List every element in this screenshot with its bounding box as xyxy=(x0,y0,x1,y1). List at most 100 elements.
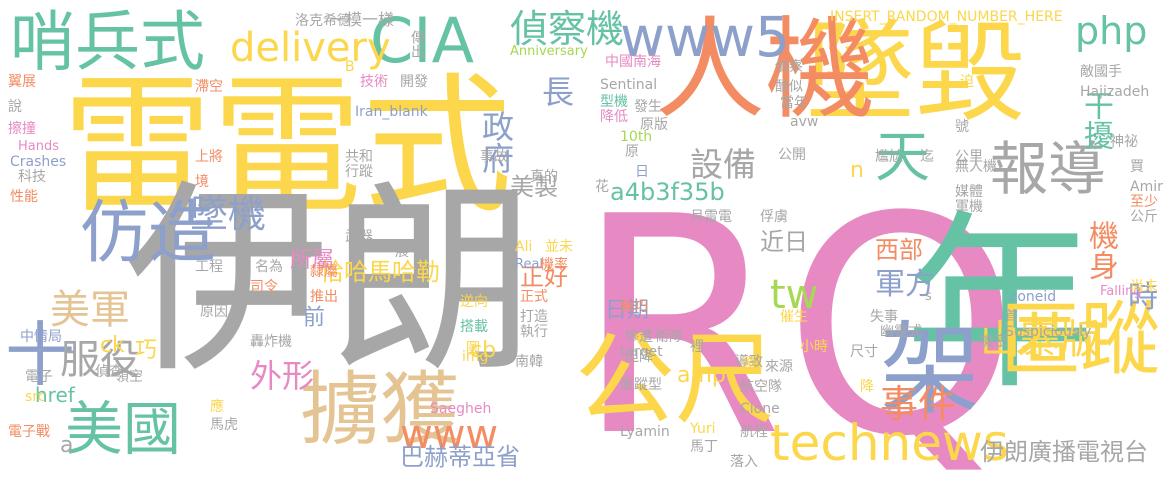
word: cb xyxy=(470,338,497,363)
word: 馬虎 xyxy=(210,417,238,433)
word: tw xyxy=(770,272,819,318)
word: 真的 xyxy=(530,169,558,185)
word: 軍方 xyxy=(875,267,935,302)
word: 迫降 xyxy=(625,349,653,365)
word: Anniversary xyxy=(510,44,588,59)
word: 伊朗 xyxy=(125,163,535,401)
word: 工程 xyxy=(195,259,223,275)
word: 尚未 xyxy=(1130,279,1158,295)
word: 天 xyxy=(875,125,931,189)
word: 伊朗廣播電視台 xyxy=(980,438,1148,466)
word: 共和 xyxy=(345,149,373,165)
word: 領空 xyxy=(115,369,143,385)
word: 擦撞 xyxy=(8,121,36,137)
word: s xyxy=(925,289,932,304)
word: 所屬 xyxy=(290,248,335,273)
word: 軍機 xyxy=(955,199,983,215)
word: 型機 xyxy=(600,94,628,110)
word: 偵察機 xyxy=(510,7,625,51)
word: Suspiciously xyxy=(1005,324,1092,340)
word: 敵國手 xyxy=(1080,64,1122,80)
word: 偵查 xyxy=(95,364,123,380)
word: 轟炸機 xyxy=(250,334,292,350)
word: Iran_blank xyxy=(355,104,428,120)
word: technews xyxy=(770,414,1009,472)
word: 公里 xyxy=(955,149,983,165)
word: 圖 xyxy=(464,340,480,354)
word: 降 xyxy=(860,379,874,395)
word: 外形 xyxy=(250,357,315,395)
word: 美軍 xyxy=(50,287,130,333)
word: 原版 xyxy=(640,117,668,133)
word: 中國南海 xyxy=(605,54,661,70)
word: 近日 xyxy=(760,228,808,256)
word: 墜毀 xyxy=(805,9,1025,137)
word: n xyxy=(850,158,864,183)
word: Sentinal xyxy=(600,77,658,93)
word: CIA xyxy=(370,4,474,77)
word: 俘虜 xyxy=(760,209,788,225)
word: ck xyxy=(100,333,125,358)
word: 原 xyxy=(625,144,639,160)
word: 洛克希德 xyxy=(295,13,351,29)
word: 年 xyxy=(905,194,1096,415)
word: 應 xyxy=(210,399,224,415)
word: src xyxy=(25,389,46,405)
word: 滯空 xyxy=(195,79,223,95)
word: 名為 xyxy=(255,259,283,275)
word: 電子 xyxy=(25,369,53,385)
word: 展 xyxy=(395,244,409,260)
word: 說 xyxy=(8,99,22,115)
word: php xyxy=(1075,9,1148,53)
word: 正好 xyxy=(520,263,568,291)
word: 武器 xyxy=(345,229,373,245)
word: zoneid xyxy=(1010,289,1057,305)
word: 電子戰 xyxy=(8,424,50,440)
word: 落入 xyxy=(730,454,758,470)
word: 仿造 xyxy=(80,194,217,273)
word: 馬丁 xyxy=(690,439,718,455)
word: 機率 xyxy=(540,257,568,273)
word: 人機 xyxy=(655,6,875,134)
word: 南韓 xyxy=(515,354,543,370)
word: delivery xyxy=(230,25,391,71)
word: 導致 xyxy=(735,354,763,370)
word: 日 xyxy=(635,164,649,180)
word: 干擾 xyxy=(1078,90,1113,150)
word: 尷尬 xyxy=(875,149,903,165)
word: 裡 xyxy=(690,339,704,355)
word: 公斤 xyxy=(1130,209,1158,225)
word: 10th xyxy=(620,129,653,145)
word: a4b3f35b xyxy=(610,178,725,206)
word: 雷電式 xyxy=(62,60,513,234)
word: RQ xyxy=(575,153,1020,482)
word: 日期 xyxy=(605,298,650,323)
word: 航空隊 xyxy=(740,379,782,395)
word: 打造 xyxy=(520,309,548,325)
word: 美製 xyxy=(510,173,558,201)
word: 正式 xyxy=(520,289,548,305)
word: 當年 xyxy=(780,95,808,111)
word: a xyxy=(60,433,74,458)
word: 科技 xyxy=(18,169,46,185)
word: 尺寸 xyxy=(850,344,878,360)
word: amp xyxy=(677,363,726,388)
word: 長 xyxy=(537,75,575,107)
word: Ali xyxy=(515,239,533,255)
word: 催生 xyxy=(780,309,808,325)
word: 無巧 xyxy=(620,299,648,315)
word: 事故 xyxy=(480,149,508,165)
word: 匿蹤型 xyxy=(620,377,662,393)
word: 事件 xyxy=(880,382,957,426)
word: 巧 xyxy=(135,338,158,363)
word: 失事 xyxy=(870,309,898,325)
word: 服役 xyxy=(60,337,140,383)
word: Amir xyxy=(1130,179,1163,195)
word: 上將 xyxy=(195,149,223,165)
word: 小時 xyxy=(800,339,828,355)
word: B xyxy=(345,59,355,75)
word: 買 xyxy=(1130,159,1144,175)
word: 匿蹤 xyxy=(1000,293,1160,386)
word: 哨兵式 xyxy=(10,5,206,80)
word: 公尺 xyxy=(575,321,775,438)
